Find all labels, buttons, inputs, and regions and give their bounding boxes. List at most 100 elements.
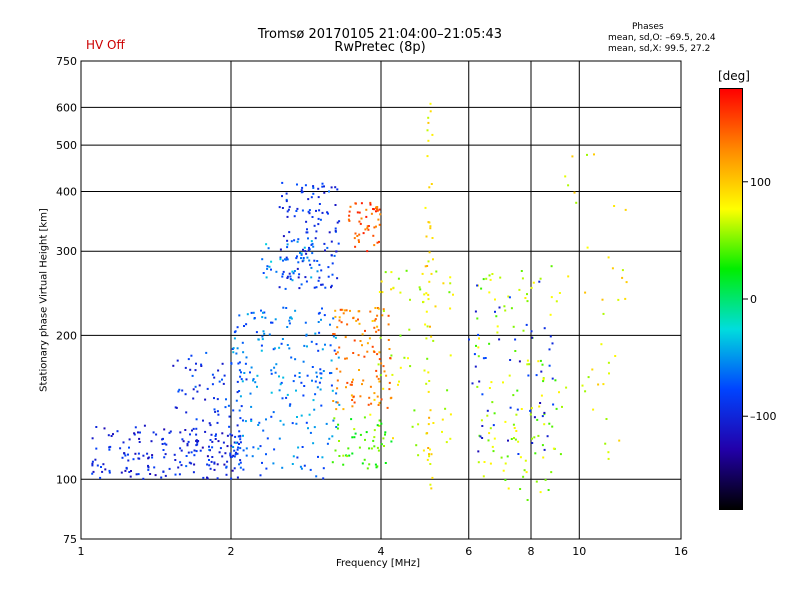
echo-point (335, 392, 338, 395)
echo-point (91, 472, 94, 475)
echo-point (261, 316, 264, 319)
echo-point (356, 235, 359, 237)
echo-point (555, 300, 558, 303)
echo-point (236, 448, 239, 451)
echo-point (426, 129, 429, 132)
echo-point (164, 453, 167, 456)
echo-point (573, 191, 576, 194)
echo-point (137, 457, 140, 460)
echo-point (147, 464, 149, 467)
echo-point (245, 323, 248, 326)
echo-point (377, 404, 380, 406)
echo-point (202, 419, 204, 422)
echo-point (210, 460, 213, 463)
echo-point (243, 325, 245, 327)
echo-point (206, 387, 209, 390)
echo-point (282, 270, 285, 273)
echo-point (213, 397, 215, 400)
echo-point (399, 291, 402, 294)
echo-point (219, 447, 222, 450)
echo-point (300, 467, 303, 470)
echo-point (164, 474, 167, 477)
echo-point (236, 391, 239, 394)
echo-point (429, 110, 432, 113)
echo-point (268, 333, 271, 336)
echo-point (375, 375, 378, 378)
echo-point (361, 344, 363, 347)
echo-point (231, 434, 234, 437)
echo-point (446, 389, 449, 392)
echo-point (236, 424, 239, 427)
echo-point (621, 276, 624, 279)
echo-point (174, 459, 177, 461)
echo-point (237, 362, 240, 365)
echo-point (238, 314, 241, 317)
echo-point (359, 222, 362, 225)
echo-point (541, 363, 544, 366)
echo-point (376, 353, 379, 356)
echo-point (382, 387, 385, 390)
echo-point (288, 205, 291, 208)
echo-point (558, 292, 561, 294)
y-axis-label: Stationary phase Virtual Height [km] (38, 208, 50, 392)
echo-point (286, 215, 289, 218)
echo-point (182, 440, 185, 443)
echo-point (285, 192, 288, 195)
echo-point (169, 430, 172, 433)
echo-point (217, 369, 220, 372)
echo-point (542, 377, 545, 380)
echo-point (278, 437, 281, 440)
echo-point (382, 310, 385, 312)
echo-point (381, 291, 384, 294)
echo-point (548, 348, 551, 351)
echo-point (347, 218, 350, 221)
echo-point (532, 281, 535, 284)
echo-point (478, 380, 481, 383)
echo-point (208, 459, 210, 461)
echo-point (348, 454, 351, 457)
echo-point (351, 381, 354, 384)
echo-point (374, 307, 377, 309)
echo-point (607, 361, 610, 364)
echo-point (338, 220, 341, 223)
echo-point (509, 406, 512, 409)
echo-point (333, 254, 336, 257)
echo-point (321, 185, 324, 188)
echo-point (284, 258, 286, 261)
echo-point (305, 333, 308, 336)
echo-point (526, 359, 529, 362)
x-tick-label-2: 4 (378, 545, 385, 558)
echo-point (519, 456, 522, 459)
echo-point (279, 258, 282, 261)
echo-point (504, 420, 507, 423)
echo-point (379, 336, 382, 339)
echo-point (431, 476, 434, 479)
echo-point (285, 396, 288, 399)
echo-point (347, 447, 350, 450)
echo-point (218, 451, 221, 454)
echo-point (302, 394, 305, 397)
x-tick-label-3: 6 (465, 545, 472, 558)
echo-point (271, 321, 274, 324)
echo-point (535, 480, 538, 483)
echo-point (262, 311, 264, 314)
echo-point (99, 476, 102, 479)
echo-point (477, 461, 480, 464)
echo-point (364, 228, 367, 231)
echo-point (270, 415, 273, 418)
echo-point (496, 331, 499, 334)
echo-point (184, 393, 187, 396)
echo-point (311, 242, 314, 245)
echo-point (261, 338, 264, 341)
echo-point (426, 155, 429, 158)
echo-point (367, 403, 370, 406)
echo-point (427, 390, 430, 393)
echo-point (304, 184, 307, 187)
echo-point (225, 473, 228, 476)
echo-point (425, 292, 428, 295)
echo-point (361, 333, 364, 336)
echo-point (103, 427, 106, 430)
echo-point (107, 434, 110, 437)
echo-point (257, 338, 260, 341)
echo-point (473, 353, 476, 356)
